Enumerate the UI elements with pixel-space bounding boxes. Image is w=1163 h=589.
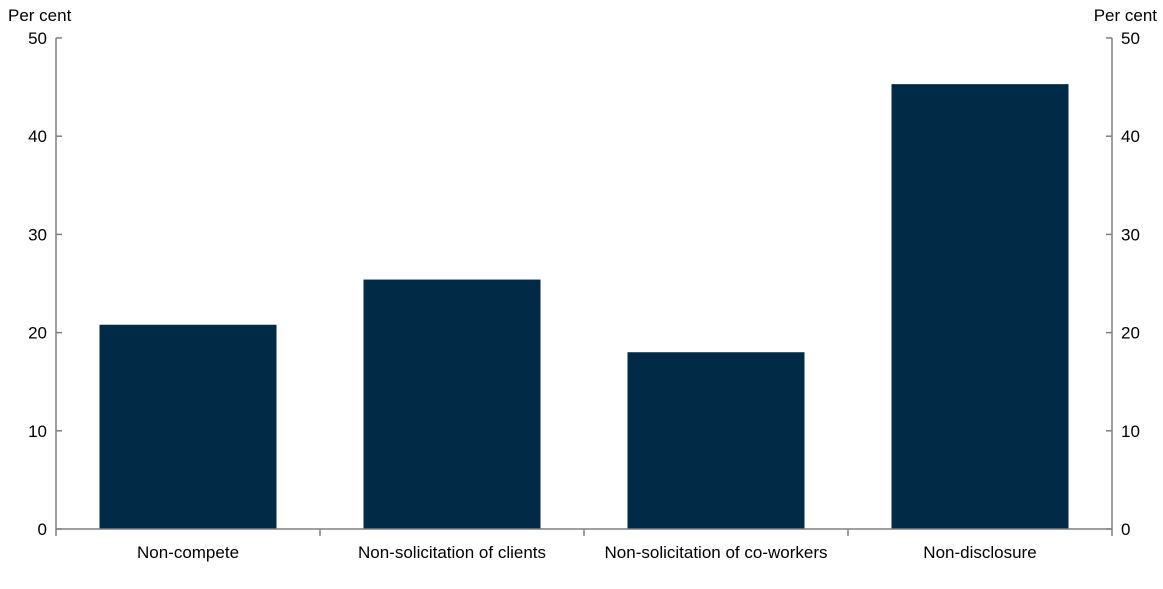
bar (363, 279, 541, 529)
left-axis-unit-label: Per cent (8, 6, 72, 25)
left-y-tick-label: 20 (28, 324, 47, 343)
right-y-tick-label: 40 (1121, 127, 1140, 146)
x-category-label: Non-solicitation of clients (357, 543, 547, 562)
left-y-tick-label: 30 (28, 225, 47, 244)
right-y-tick-label: 10 (1121, 422, 1140, 441)
left-y-tick-label: 50 (28, 29, 47, 48)
right-axis-unit-label: Per cent (1093, 6, 1157, 25)
left-y-tick-label: 40 (28, 127, 47, 146)
right-y-tick-label: 20 (1121, 324, 1140, 343)
right-y-tick-label: 0 (1121, 520, 1130, 539)
x-category-label: Non-disclosure (923, 543, 1037, 562)
x-category-label: Non-compete (136, 543, 240, 562)
right-y-tick-label: 50 (1121, 29, 1140, 48)
x-category-label: Non-solicitation of co-workers (604, 543, 828, 562)
right-y-tick-label: 30 (1121, 225, 1140, 244)
left-y-tick-label: 10 (28, 422, 47, 441)
bar (627, 352, 805, 529)
left-y-tick-label: 0 (38, 520, 47, 539)
bar (99, 324, 277, 529)
bar (891, 84, 1069, 530)
